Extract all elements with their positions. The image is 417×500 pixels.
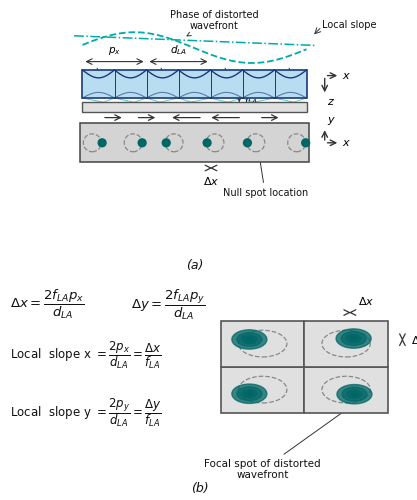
Circle shape — [237, 387, 262, 400]
Text: Local  slope y $= \dfrac{2p_y}{d_{LA}} = \dfrac{\Delta y}{f_{LA}}$: Local slope y $= \dfrac{2p_y}{d_{LA}} = … — [10, 396, 162, 429]
Text: $\Delta x$: $\Delta x$ — [358, 295, 374, 307]
Circle shape — [242, 390, 257, 398]
Text: (a): (a) — [186, 260, 203, 272]
Circle shape — [206, 141, 209, 144]
Text: $\Delta x = \dfrac{2f_{LA}p_x}{d_{LA}}$: $\Delta x = \dfrac{2f_{LA}p_x}{d_{LA}}$ — [10, 288, 85, 321]
Circle shape — [346, 334, 361, 342]
Circle shape — [203, 139, 211, 146]
Bar — [221, 366, 304, 412]
Circle shape — [337, 384, 372, 404]
Circle shape — [246, 338, 253, 342]
Circle shape — [138, 139, 146, 146]
Bar — [304, 366, 388, 412]
Bar — [221, 320, 304, 366]
Circle shape — [204, 140, 210, 145]
Circle shape — [98, 139, 106, 146]
Text: $f_{LA}$: $f_{LA}$ — [244, 93, 258, 107]
Circle shape — [141, 141, 144, 144]
Bar — [304, 320, 388, 366]
Circle shape — [245, 140, 250, 145]
Circle shape — [351, 392, 358, 396]
Circle shape — [341, 332, 366, 345]
Circle shape — [100, 141, 104, 144]
Circle shape — [242, 336, 257, 344]
Bar — [83, 70, 306, 98]
Circle shape — [165, 141, 168, 144]
Circle shape — [304, 141, 307, 144]
Circle shape — [336, 329, 371, 348]
Circle shape — [232, 330, 267, 349]
Circle shape — [99, 140, 105, 145]
Bar — [80, 123, 309, 162]
Text: Phase of distorted
wavefront: Phase of distorted wavefront — [170, 10, 259, 36]
Circle shape — [237, 332, 262, 346]
Text: Focal spot of distorted
wavefront: Focal spot of distorted wavefront — [204, 406, 351, 480]
Text: Null spot location: Null spot location — [223, 138, 308, 198]
Text: (b): (b) — [191, 482, 209, 495]
Bar — [83, 102, 306, 112]
Circle shape — [303, 140, 309, 145]
Text: x: x — [342, 70, 349, 81]
Circle shape — [246, 392, 253, 396]
Circle shape — [347, 390, 362, 398]
Text: $d_{LA}$: $d_{LA}$ — [170, 44, 187, 58]
Text: Local slope: Local slope — [322, 20, 377, 30]
Circle shape — [342, 388, 367, 401]
Circle shape — [302, 139, 309, 146]
Text: y: y — [327, 116, 334, 126]
Circle shape — [350, 336, 357, 340]
Text: x: x — [342, 138, 349, 148]
Text: $p_x$: $p_x$ — [108, 46, 121, 58]
Circle shape — [139, 140, 145, 145]
Circle shape — [163, 140, 169, 145]
Circle shape — [232, 384, 267, 404]
Circle shape — [162, 139, 170, 146]
Text: $\Delta x$: $\Delta x$ — [203, 175, 219, 187]
Circle shape — [246, 141, 249, 144]
Text: $\Delta y$: $\Delta y$ — [411, 334, 417, 348]
Text: z: z — [327, 96, 333, 106]
Text: $\Delta y = \dfrac{2f_{LA}p_y}{d_{LA}}$: $\Delta y = \dfrac{2f_{LA}p_y}{d_{LA}}$ — [131, 288, 206, 322]
Circle shape — [244, 139, 251, 146]
Text: Local  slope x $= \dfrac{2p_x}{d_{LA}} = \dfrac{\Delta x}{f_{LA}}$: Local slope x $= \dfrac{2p_x}{d_{LA}} = … — [10, 339, 162, 371]
